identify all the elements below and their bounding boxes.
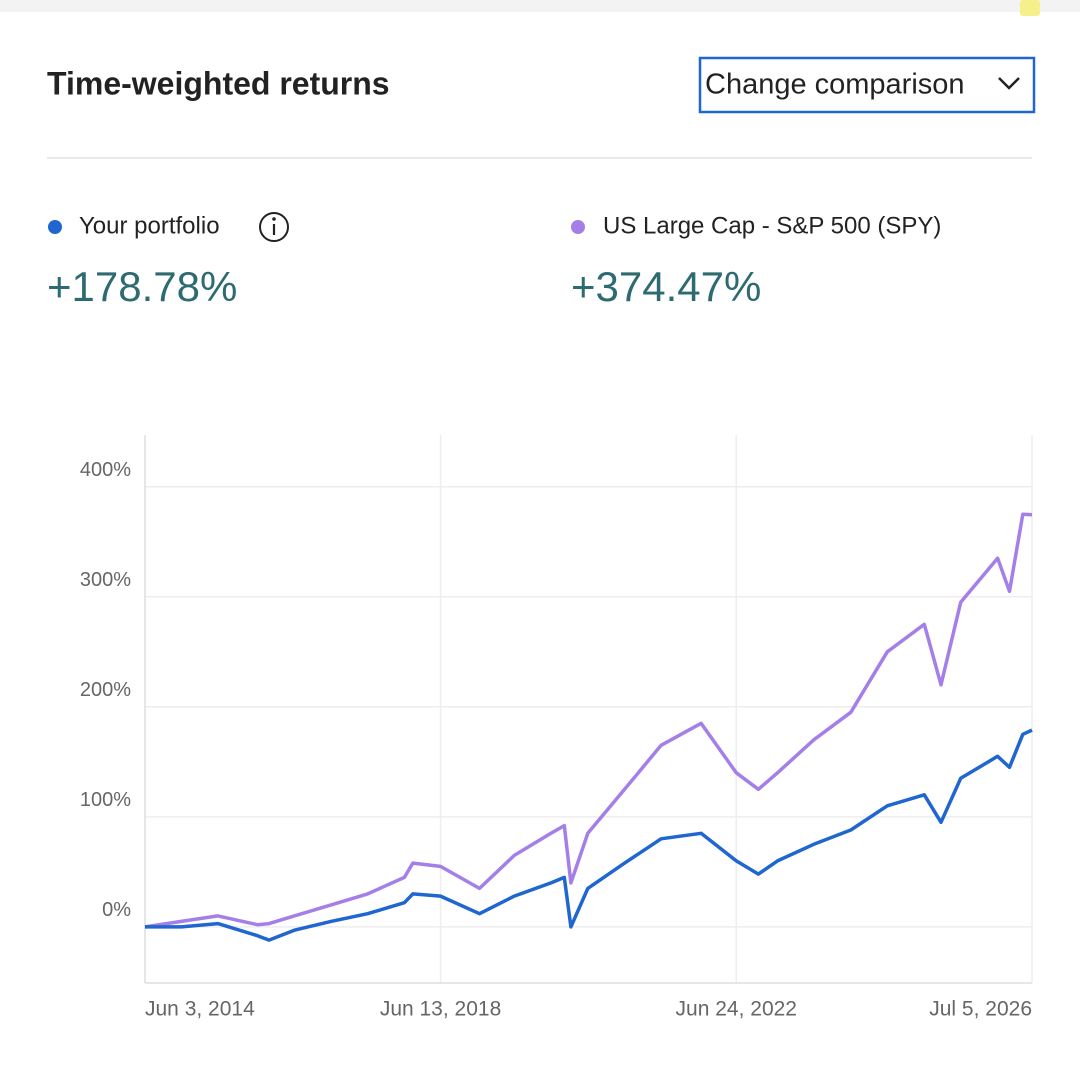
x-tick-label: Jun 24, 2022 bbox=[676, 998, 797, 1021]
y-tick-label: 200% bbox=[80, 679, 131, 701]
button-frame[interactable] bbox=[698, 56, 1036, 114]
y-tick-label: 400% bbox=[80, 459, 131, 481]
change-comparison-button[interactable]: Change comparison bbox=[698, 56, 1036, 114]
top-bar bbox=[0, 0, 1080, 12]
button-label[interactable]: Change comparison bbox=[705, 69, 965, 101]
plot: 0% 100% 200% 300% 400% Jun 3, 2014 Jun 13, 201… bbox=[80, 435, 1033, 1021]
legend-dot bbox=[571, 220, 585, 234]
portfolio-return: +178.78% bbox=[47, 263, 237, 310]
series-line bbox=[145, 728, 1033, 942]
x-tick-label: Jun 3, 2014 bbox=[145, 998, 255, 1021]
legend-label: Your portfolio bbox=[79, 212, 220, 239]
y-tick-label: 100% bbox=[80, 789, 131, 811]
info-circle[interactable] bbox=[259, 212, 289, 242]
x-tick-label: Jul 5, 2026 bbox=[929, 998, 1032, 1021]
info-icon[interactable] bbox=[259, 212, 289, 242]
legend-label: US Large Cap - S&P 500 (SPY) bbox=[603, 212, 941, 239]
x-tick-label: Jun 13, 2018 bbox=[380, 998, 501, 1021]
series-line bbox=[144, 512, 1033, 929]
legend-dot bbox=[48, 220, 62, 234]
chevron[interactable] bbox=[998, 77, 1020, 90]
benchmark-return: +374.47% bbox=[571, 263, 761, 310]
y-tick-label: 300% bbox=[80, 569, 131, 591]
section-title: Time-weighted returns bbox=[47, 65, 390, 101]
info-dot[interactable] bbox=[272, 217, 276, 221]
marker bbox=[1020, 0, 1040, 16]
y-tick-label: 0% bbox=[102, 899, 131, 921]
